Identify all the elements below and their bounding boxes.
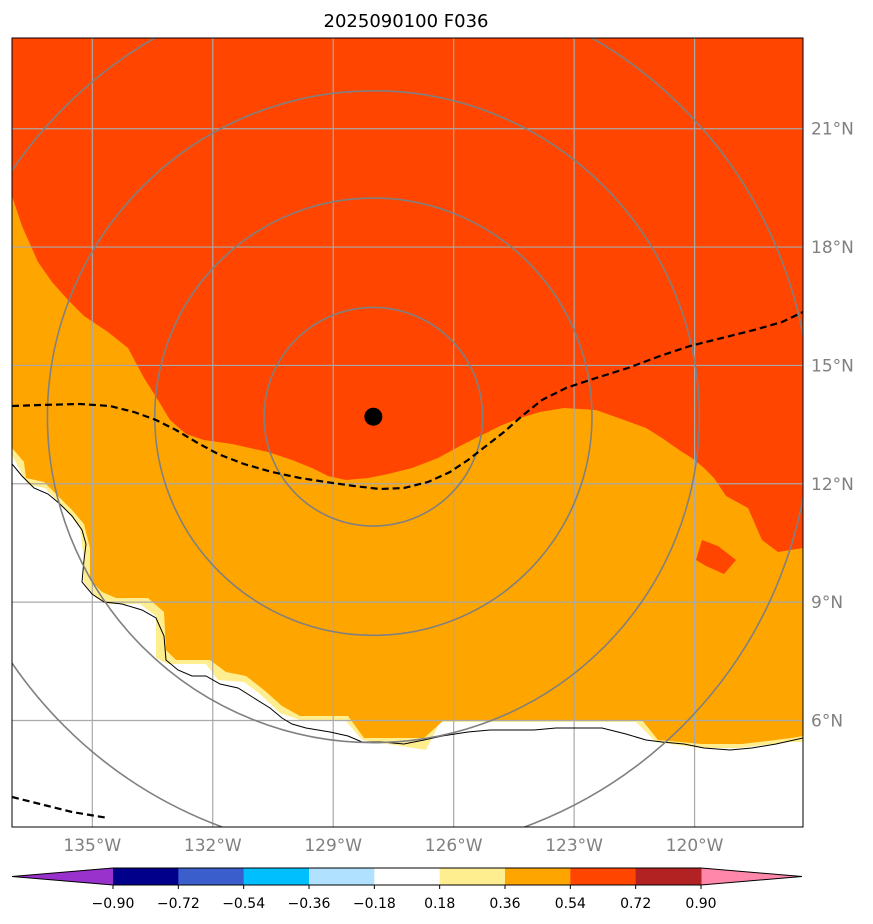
colorbar-segment xyxy=(243,868,310,885)
very-high-value-patch xyxy=(696,540,736,574)
colorbar-under-extend xyxy=(12,868,113,885)
latitude-label: 12°N xyxy=(811,475,854,495)
longitude-label: 132°W xyxy=(184,836,242,856)
figure-title: 2025090100 F036 xyxy=(324,11,489,32)
colorbar-tick-label: −0.90 xyxy=(92,896,135,912)
colorbar-tick-label: −0.36 xyxy=(288,896,331,912)
colorbar-tick-label: 0.54 xyxy=(555,896,586,912)
latitude-label: 15°N xyxy=(811,356,854,376)
longitude-label: 129°W xyxy=(304,836,362,856)
colorbar-segment xyxy=(374,868,441,885)
latitude-label: 21°N xyxy=(811,120,854,140)
colorbar-tick-label: 0.90 xyxy=(685,896,716,912)
colorbar-tick-label: −0.54 xyxy=(222,896,265,912)
colorbar-segment xyxy=(505,868,571,885)
longitude-label: 126°W xyxy=(425,836,483,856)
coastline xyxy=(12,463,803,751)
range-ring xyxy=(46,89,701,744)
colorbar-segment xyxy=(309,868,375,885)
colorbar-segment xyxy=(178,868,245,885)
range-ring xyxy=(153,197,593,637)
colorbar-segment xyxy=(570,868,637,885)
latitude-labels: 6°N 9°N 12°N 15°N 18°N 21°N xyxy=(811,120,854,732)
dashed-contour-lower xyxy=(12,795,109,820)
colorbar-tick-label: 0.36 xyxy=(489,896,520,912)
graticule xyxy=(12,38,803,827)
latitude-label: 9°N xyxy=(811,593,843,613)
colorbar-segment xyxy=(113,868,179,885)
longitude-labels: 135°W 132°W 129°W 126°W 123°W 120°W xyxy=(63,836,723,856)
colorbar-tick-label: −0.72 xyxy=(157,896,200,912)
colorbar-over-extend xyxy=(701,868,802,885)
latitude-label: 18°N xyxy=(811,238,854,258)
storm-center-marker xyxy=(364,407,383,426)
very-high-value-region xyxy=(12,38,803,552)
latitude-label: 6°N xyxy=(811,711,843,731)
colorbar-segment xyxy=(439,868,506,885)
colorbar-tick-label: −0.18 xyxy=(353,896,396,912)
range-ring xyxy=(263,306,484,527)
range-rings xyxy=(12,38,803,827)
longitude-label: 120°W xyxy=(666,836,724,856)
colorbar-tick-label: 0.18 xyxy=(424,896,455,912)
map-frame xyxy=(11,37,804,828)
longitude-label: 123°W xyxy=(545,836,603,856)
colorbar-tick-label: 0.72 xyxy=(620,896,651,912)
colorbar-segment xyxy=(635,868,702,885)
longitude-label: 135°W xyxy=(63,836,121,856)
map-area xyxy=(12,38,803,827)
colorbar: −0.90 −0.72 −0.54 −0.36 −0.18 0.18 0.36 0.54 0.7… xyxy=(11,867,803,912)
dashed-contour-main xyxy=(12,311,803,491)
